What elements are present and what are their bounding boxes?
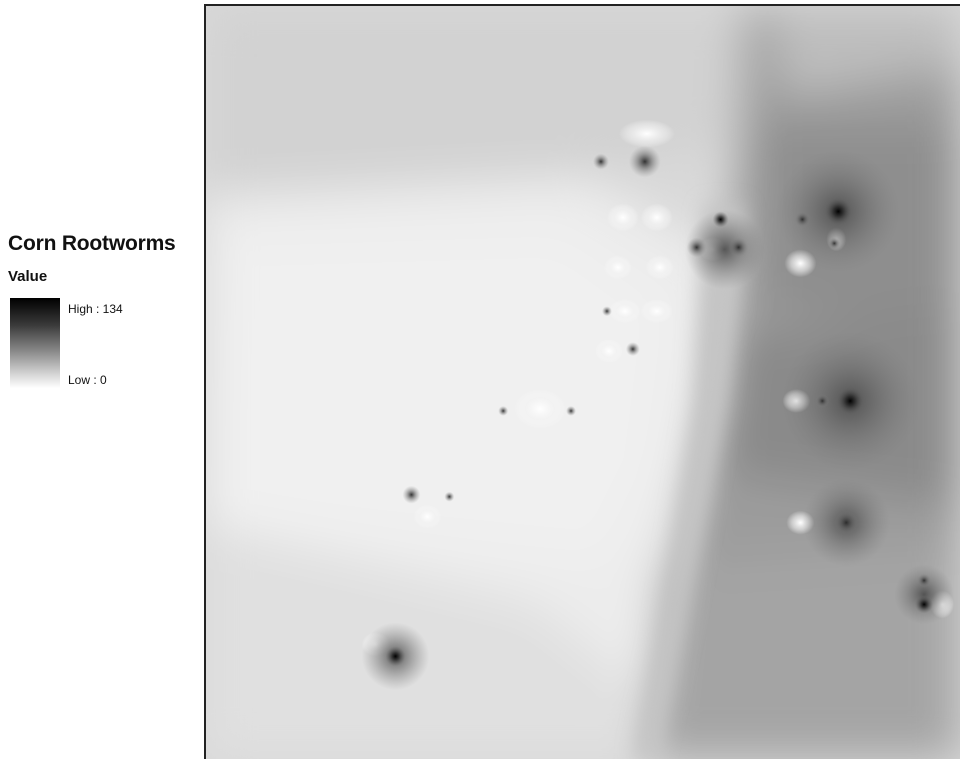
legend-high-label: High : 134: [68, 302, 123, 316]
legend-color-ramp: [10, 298, 60, 388]
legend-low-label: Low : 0: [68, 373, 107, 387]
legend-field-label: Value: [8, 268, 48, 285]
legend-title: Corn Rootworms: [8, 232, 176, 255]
map-frame: [204, 4, 960, 759]
interpolated-raster: [206, 6, 960, 759]
